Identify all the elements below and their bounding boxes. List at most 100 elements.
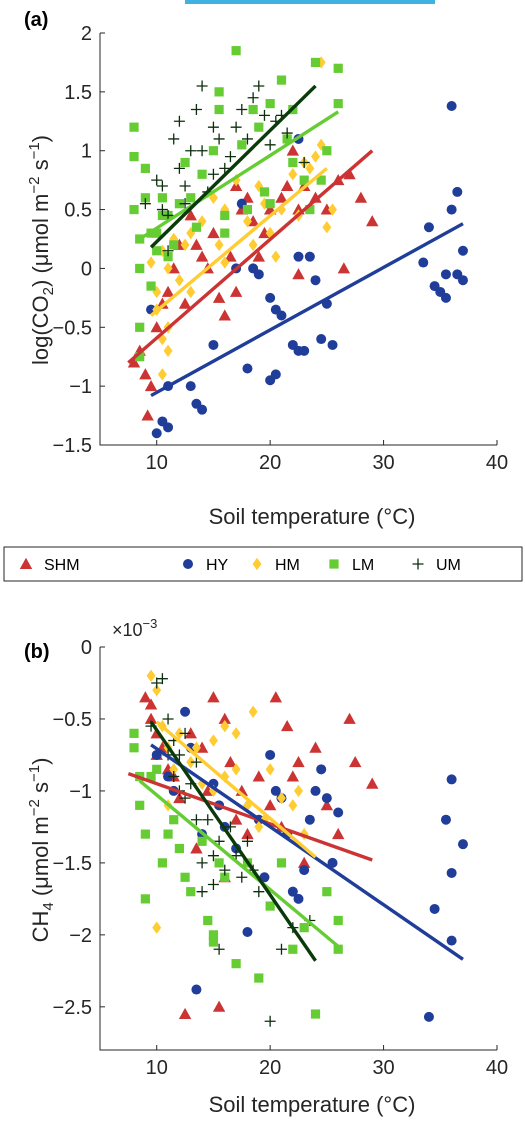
panel-b-point-lm (288, 945, 297, 954)
panel-a-point-hy (311, 275, 321, 285)
panel-b-point-lm (209, 937, 218, 946)
legend-label-um: UM (436, 557, 461, 574)
panel-a-point-lm (334, 99, 343, 108)
panel-b-series-hy (152, 707, 468, 1022)
panel-b-point-hm (152, 921, 161, 933)
panel-b-point-shm (332, 828, 344, 839)
panel-a-point-lm (129, 205, 138, 214)
panel-a-point-lm (232, 46, 241, 55)
panel-a-point-shm (179, 298, 191, 309)
panel-a-y-tick-label: 0 (81, 258, 92, 280)
panel-b-point-hm (266, 763, 275, 775)
panel-a-point-shm (141, 409, 153, 420)
panel-a-y-tick-label: −1 (69, 376, 92, 398)
panel-b-point-shm (349, 756, 361, 767)
y-title-b-mid: (μmol m (28, 816, 53, 902)
panel-a-point-lm (334, 64, 343, 73)
panel-b-point-lm (169, 815, 178, 824)
panel-a-point-shm (196, 250, 208, 261)
panel-a-point-shm (366, 215, 378, 226)
panel-a-point-um (248, 92, 259, 103)
panel-a-point-shm (190, 239, 202, 250)
panel-b-x-tick-label: 10 (146, 1057, 168, 1079)
legend-label-lm: LM (352, 557, 374, 574)
panel-a-point-lm (266, 199, 275, 208)
panel-b-point-lm (215, 858, 224, 867)
panel-a-point-hy (447, 101, 457, 111)
panel-a-point-lm (135, 264, 144, 273)
panel-a-point-hm (147, 256, 156, 268)
panel-b-fit-line-shm (128, 774, 372, 860)
panel-b-point-shm (253, 770, 265, 781)
panel-a-point-hm (311, 150, 320, 162)
panel-a-fit-line-lm (140, 112, 339, 239)
panel-b-point-hy (242, 927, 252, 937)
panel-b-point-um (197, 857, 208, 868)
panel-a-x-tick-label: 20 (259, 452, 281, 474)
panel-a-point-lm (141, 164, 150, 173)
panel-a-point-hy (430, 281, 440, 291)
panel-a-point-lm (277, 75, 286, 84)
y-title-b-mid2: s (28, 782, 53, 799)
panel-a-point-hy (197, 405, 207, 415)
panel-a-point-hy (208, 340, 218, 350)
panel-b-point-hm (288, 799, 297, 811)
panel-b-point-lm (277, 858, 286, 867)
circle-icon (183, 559, 193, 569)
panel-a-point-um (253, 80, 264, 91)
panel-b-point-hy (305, 815, 315, 825)
panel-a-x-tick-label: 10 (146, 452, 168, 474)
panel-a-point-lm (237, 140, 246, 149)
panel-b-point-hy (458, 839, 468, 849)
panel-a-point-lm (220, 229, 229, 238)
y-title-a-sup1: −2 (26, 177, 43, 194)
panel-a-y-tick-label: 0.5 (64, 200, 92, 222)
panel-a-point-lm (254, 123, 263, 132)
panel-b-point-shm (207, 691, 219, 702)
top-accent-bar (185, 0, 435, 4)
panel-a-point-lm (288, 158, 297, 167)
panel-a-point-hy (424, 222, 434, 232)
panel-b-y-axis-title: CH4 (μmol m−2 s−1) (26, 758, 57, 943)
panel-b-point-shm (270, 691, 282, 702)
panel-b-point-lm (141, 830, 150, 839)
panel-b-point-lm (322, 887, 331, 896)
y-title-b-sup1: −2 (26, 799, 43, 816)
panel-b-point-lm (129, 729, 138, 738)
panel-b-y-tick-label: −2.5 (53, 997, 92, 1019)
panel-a-point-hy (441, 269, 451, 279)
panel-a-point-lm (146, 281, 155, 290)
panel-a-point-hy (265, 293, 275, 303)
panel-b-point-shm (287, 770, 299, 781)
y-title-a-mid: ) (μmol m (28, 194, 53, 287)
panel-a-point-hy (328, 340, 338, 350)
panel-b-y-tick-label: −1.5 (53, 853, 92, 875)
panel-a-x-tick-label: 30 (372, 452, 394, 474)
square-icon (329, 559, 338, 568)
panel-a-point-lm (197, 170, 206, 179)
panel-b-point-hm (294, 785, 303, 797)
panel-a-point-hm (164, 345, 173, 357)
panel-b-point-lm (266, 901, 275, 910)
panel-a-point-lm (169, 240, 178, 249)
legend-label-hm: HM (275, 557, 300, 574)
panel-a-y-tick-label: 2 (81, 23, 92, 45)
panel-a-point-hy (152, 428, 162, 438)
panel-b-point-shm (292, 756, 304, 767)
panel-a-point-lm (311, 58, 320, 67)
panel-b-point-lm (129, 743, 138, 752)
panel-a-point-um (231, 122, 242, 133)
panel-b-point-shm (281, 720, 293, 731)
panel-a-point-lm (135, 323, 144, 332)
panel-b-y-tick-label: −1 (69, 781, 92, 803)
legend: SHM HY HM LM UM (4, 547, 522, 581)
panel-b-point-lm (158, 858, 167, 867)
panel-a-point-lm (215, 105, 224, 114)
panel-a-point-shm (338, 262, 350, 273)
panel-b-x-tick-label: 40 (486, 1057, 508, 1079)
panel-a-point-shm (145, 380, 157, 391)
panel-a-point-shm (281, 180, 293, 191)
panel-b-point-um (236, 872, 247, 883)
panel-b-point-lm (175, 844, 184, 853)
panel-a-point-um (197, 80, 208, 91)
